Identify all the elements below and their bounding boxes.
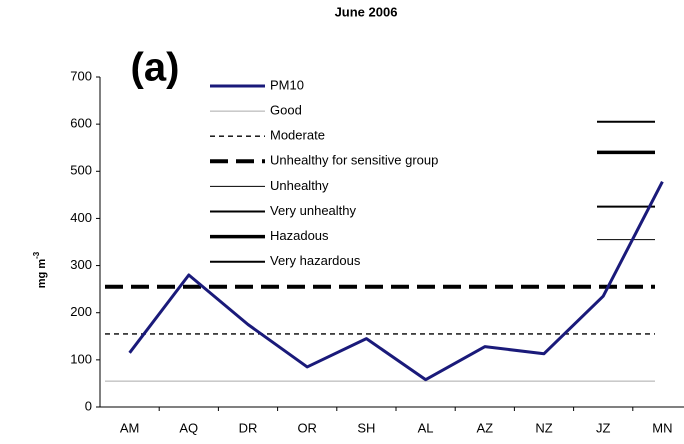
y-axis-label-superscript: -3 xyxy=(32,251,41,259)
y-tick-label: 200 xyxy=(70,304,92,319)
legend-label: Good xyxy=(270,103,302,118)
x-tick-label: AZ xyxy=(476,420,493,435)
legend-label: Very unhealthy xyxy=(270,203,357,218)
chart-title: June 2006 xyxy=(335,4,398,19)
x-tick-label: AM xyxy=(120,420,140,435)
data-line xyxy=(128,180,664,382)
panel-label: (a) xyxy=(131,46,180,90)
x-tick-label: NZ xyxy=(535,420,552,435)
y-tick-label: 500 xyxy=(70,163,92,178)
x-tick-label: SH xyxy=(357,420,375,435)
legend-label: Unhealthy xyxy=(270,178,329,193)
legend-label: Very hazardous xyxy=(270,253,361,268)
x-tick-label: MN xyxy=(652,420,672,435)
y-tick-label: 400 xyxy=(70,210,92,225)
y-tick-label: 300 xyxy=(70,257,92,272)
x-tick-label: AQ xyxy=(179,420,198,435)
y-tick-label: 100 xyxy=(70,351,92,366)
legend-label: Unhealthy for sensitive group xyxy=(270,153,438,168)
y-axis-label-text: mg m xyxy=(36,259,48,289)
x-tick-label: AL xyxy=(418,420,434,435)
x-tick-label: JZ xyxy=(596,420,611,435)
legend-label: Moderate xyxy=(270,128,325,143)
y-tick-label: 600 xyxy=(70,116,92,131)
x-tick-label: OR xyxy=(297,420,317,435)
legend-label: Hazadous xyxy=(270,228,329,243)
y-tick-label: 700 xyxy=(70,68,92,83)
y-tick-label: 0 xyxy=(85,398,92,413)
y-axis-label: mg m-3 xyxy=(32,251,48,288)
x-tick-label: DR xyxy=(239,420,258,435)
legend-label: PM10 xyxy=(270,77,304,92)
